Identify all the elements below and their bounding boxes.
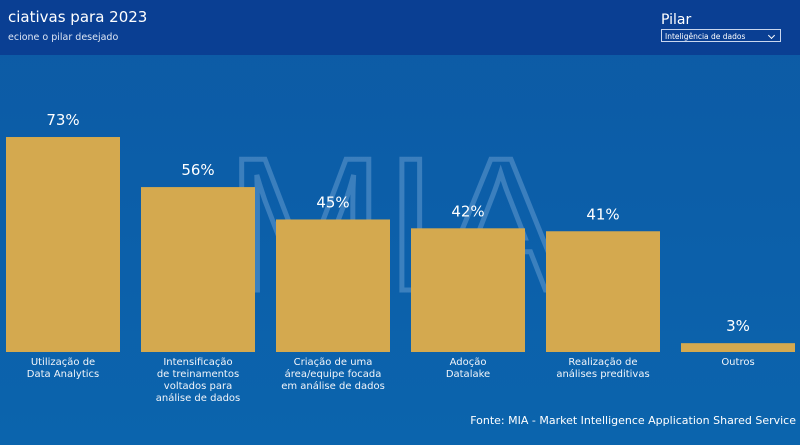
value-label: 45% bbox=[316, 193, 349, 211]
category-label: Utilização de Data Analytics bbox=[26, 357, 100, 380]
bar bbox=[141, 187, 255, 352]
value-label: 42% bbox=[451, 202, 484, 220]
value-label: 41% bbox=[586, 205, 619, 223]
bar bbox=[276, 219, 390, 352]
value-label: 56% bbox=[181, 161, 214, 179]
bar bbox=[6, 137, 120, 352]
filter-dropdown[interactable]: Inteligência de dados bbox=[661, 29, 781, 42]
category-label: Adoção Datalake bbox=[445, 357, 491, 380]
value-label: 3% bbox=[726, 317, 750, 335]
filter-label: Pilar bbox=[661, 12, 691, 28]
header-band bbox=[0, 0, 800, 55]
source: Fonte: MIA - Market Intelligence Applica… bbox=[470, 414, 796, 427]
category-label: Criação de uma área/equipe focada em aná… bbox=[281, 357, 385, 392]
bar bbox=[681, 343, 795, 352]
bar bbox=[546, 231, 660, 352]
title: ciativas para 2023 bbox=[8, 8, 147, 26]
category-label: Realização de análises preditivas bbox=[556, 357, 650, 380]
category-label: Intensificação de treinamentos voltados … bbox=[155, 357, 241, 404]
category-label: Outros bbox=[721, 357, 755, 368]
subtitle: ecione o pilar desejado bbox=[8, 32, 118, 43]
value-label: 73% bbox=[46, 111, 79, 129]
bar bbox=[411, 228, 525, 352]
